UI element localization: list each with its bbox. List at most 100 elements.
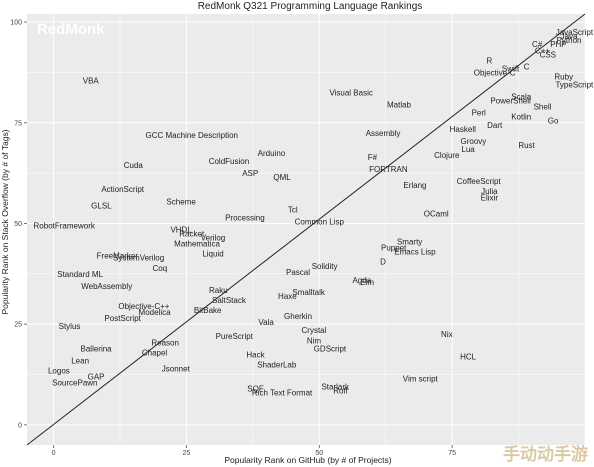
language-label: Coq xyxy=(153,264,168,273)
x-tick-label: 50 xyxy=(315,450,323,457)
language-label: Haxe xyxy=(278,292,297,301)
language-label: Visual Basic xyxy=(329,89,372,98)
language-label: Starlark xyxy=(321,383,350,392)
language-label: Verilog xyxy=(201,234,225,243)
language-label: Rust xyxy=(518,141,535,150)
y-tick-label: 0 xyxy=(18,422,22,429)
language-label: Kotlin xyxy=(511,113,531,122)
x-axis-ticks: 0 25 50 75 xyxy=(52,445,456,457)
language-label: Rich Text Format xyxy=(252,389,313,398)
grid-lines xyxy=(27,14,586,445)
y-tick-label: 100 xyxy=(10,20,22,27)
language-label: Haskell xyxy=(450,125,476,134)
language-label: Nix xyxy=(441,330,453,339)
language-label: FreeMarker xyxy=(97,252,139,261)
language-label: C xyxy=(524,62,530,71)
watermark: 手动动手游 xyxy=(503,444,588,465)
language-label: Python xyxy=(557,36,582,45)
language-label: Cuda xyxy=(124,161,144,170)
language-label: Puppet xyxy=(381,244,407,253)
language-label: Lean xyxy=(71,356,89,365)
y-tick-label: 50 xyxy=(14,221,22,228)
language-label: Ballerina xyxy=(81,344,113,353)
language-label: Crystal xyxy=(302,326,327,335)
language-label: Scala xyxy=(511,93,532,102)
language-label: ASP xyxy=(242,169,258,178)
language-label: Reason xyxy=(151,338,179,347)
language-label: Liquid xyxy=(202,250,223,259)
language-label: OCaml xyxy=(424,209,449,218)
language-label: Logos xyxy=(48,366,70,375)
language-label: BitBake xyxy=(194,306,222,315)
language-label: GAP xyxy=(88,373,105,382)
language-label: Roff xyxy=(333,387,348,396)
language-label: PostScript xyxy=(104,314,141,323)
language-label: Racket xyxy=(179,230,205,239)
language-label: FORTRAN xyxy=(369,165,408,174)
language-label: R xyxy=(486,56,492,65)
language-label: C# xyxy=(532,40,543,49)
language-label: Elixir xyxy=(481,193,499,202)
language-label: SourcePawn xyxy=(52,379,97,388)
language-label: PowerShell xyxy=(490,97,531,106)
language-label: Perl xyxy=(472,109,486,118)
language-label: Stylus xyxy=(59,322,81,331)
language-label: Shell xyxy=(534,103,552,112)
language-label: Objective-C xyxy=(474,68,516,77)
language-label: Common Lisp xyxy=(295,217,345,226)
language-label: Nim xyxy=(307,336,322,345)
language-label: VHDL xyxy=(170,226,192,235)
chart-title: RedMonk Q321 Programming Language Rankin… xyxy=(198,1,423,12)
language-label: JavaScript xyxy=(556,28,594,37)
language-label: Raku xyxy=(209,286,228,295)
language-label: CSS xyxy=(540,50,556,59)
language-label: Objective-C++ xyxy=(118,302,169,311)
language-label: GLSL xyxy=(91,201,112,210)
language-label: Erlang xyxy=(403,181,426,190)
language-label: TypeScript xyxy=(555,80,594,89)
language-label: Java xyxy=(561,32,578,41)
language-label: Assembly xyxy=(366,129,401,138)
language-label: VBA xyxy=(83,76,100,85)
x-tick-label: 75 xyxy=(448,450,456,457)
language-label: Dart xyxy=(487,121,503,130)
language-label: Julia xyxy=(481,187,498,196)
language-label: ColdFusion xyxy=(209,157,249,166)
language-label: Jsonnet xyxy=(162,364,191,373)
language-label: Standard ML xyxy=(57,270,103,279)
language-label: Modelica xyxy=(139,308,172,317)
language-label: ActionScript xyxy=(101,185,144,194)
language-label: F# xyxy=(368,153,378,162)
language-label: Lua xyxy=(461,145,475,154)
language-label: Mathematica xyxy=(174,240,220,249)
language-label: C++ xyxy=(535,46,550,55)
language-label: HCL xyxy=(460,352,477,361)
language-label: Processing xyxy=(225,213,265,222)
y-tick-label: 25 xyxy=(14,322,22,329)
x-tick-label: 0 xyxy=(52,450,56,457)
language-label: CoffeeScript xyxy=(457,177,502,186)
language-label: Matlab xyxy=(387,101,412,110)
language-label: Agda xyxy=(352,276,371,285)
language-label: Swift xyxy=(502,64,520,73)
y-tick-label: 75 xyxy=(14,120,22,127)
y-axis-ticks: 0 25 50 75 100 xyxy=(10,20,27,429)
language-label: Gherkin xyxy=(284,312,312,321)
language-label: Elm xyxy=(360,278,374,287)
language-label: SQF xyxy=(247,385,264,394)
language-label: Scheme xyxy=(166,197,196,206)
language-label: PHP xyxy=(550,40,566,49)
language-label: GDScript xyxy=(314,344,347,353)
language-label: Smalltalk xyxy=(292,288,325,297)
language-label: Ruby xyxy=(554,72,573,81)
language-label: Go xyxy=(548,117,559,126)
redmonk-logo: RedMonk xyxy=(37,21,105,38)
language-label: QML xyxy=(273,173,291,182)
language-label: ShaderLab xyxy=(257,360,297,369)
language-label: GCC Machine Description xyxy=(146,131,238,140)
language-label: Vim script xyxy=(403,375,439,384)
language-label: WebAssembly xyxy=(81,282,132,291)
language-label: Hack xyxy=(246,350,265,359)
